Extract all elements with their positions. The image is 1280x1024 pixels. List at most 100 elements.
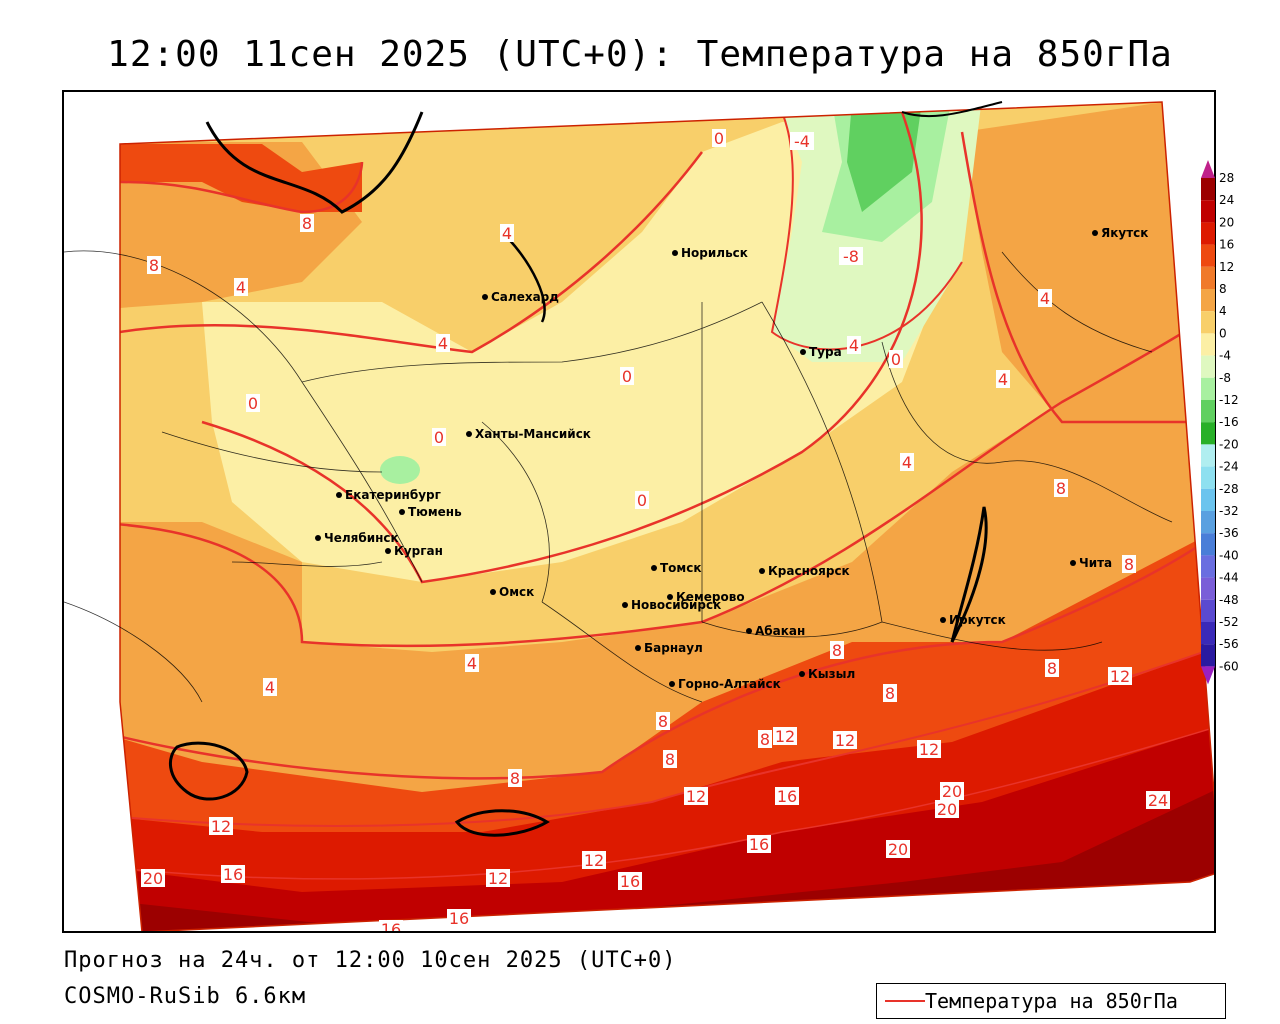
isoline-label-bg bbox=[582, 851, 606, 869]
city-dot bbox=[490, 589, 496, 595]
city-dot bbox=[399, 509, 405, 515]
colorbar-segment bbox=[1201, 222, 1215, 245]
city-dot bbox=[759, 568, 765, 574]
isoline-label: 20 bbox=[935, 800, 959, 819]
isoline-label-text: 8 bbox=[302, 214, 312, 233]
isoline-label-text: 4 bbox=[438, 334, 448, 353]
isoline-label: 16 bbox=[221, 865, 245, 884]
colorbar-tick-label: -8 bbox=[1219, 371, 1231, 385]
isoline-label: 24 bbox=[1146, 791, 1170, 810]
city-label: Кемерово bbox=[676, 590, 745, 604]
isoline-label: 12 bbox=[684, 787, 708, 806]
isoline-label-text: 4 bbox=[998, 370, 1008, 389]
model-name: COSMO-RuSib 6.6км bbox=[64, 984, 307, 1009]
colorbar-segment bbox=[1201, 311, 1215, 334]
city-dot bbox=[466, 431, 472, 437]
isoline-label-bg bbox=[883, 684, 897, 702]
isoline-label-bg bbox=[620, 367, 634, 385]
city-label: Красноярск bbox=[768, 564, 850, 578]
isoline-label: 12 bbox=[1108, 667, 1132, 686]
city-marker: Абакан bbox=[746, 624, 805, 638]
city-dot bbox=[672, 250, 678, 256]
isoline-label-bg bbox=[917, 740, 941, 758]
isoline-label: 4 bbox=[900, 453, 914, 472]
city-dot bbox=[635, 645, 641, 651]
isoline-label: 12 bbox=[773, 727, 797, 746]
isoline-label-text: 20 bbox=[942, 782, 962, 801]
isoline-label-text: 8 bbox=[149, 256, 159, 275]
isoline-label-bg bbox=[900, 453, 914, 471]
isoline-label-text: -8 bbox=[843, 247, 859, 266]
city-marker: Ханты-Мансийск bbox=[466, 427, 591, 441]
colorbar-bottom-arrow bbox=[1201, 666, 1215, 685]
isoline-label-bg bbox=[500, 224, 514, 242]
city-label: Тура bbox=[809, 345, 842, 359]
city-marker: Якутск bbox=[1092, 226, 1148, 240]
isoline-label-text: 16 bbox=[223, 865, 243, 884]
isoline-label-bg bbox=[300, 214, 314, 232]
isoline-label: 20 bbox=[141, 869, 165, 888]
isoline-label-text: 24 bbox=[1148, 791, 1168, 810]
isoline-label-text: 8 bbox=[665, 750, 675, 769]
isoline-label: 12 bbox=[486, 869, 510, 888]
isoline-label-bg bbox=[847, 336, 861, 354]
colorbar-tick-label: 0 bbox=[1219, 326, 1227, 340]
isoline-label: 4 bbox=[847, 336, 861, 355]
isoline-label: 16 bbox=[447, 909, 471, 928]
isoline-label-bg bbox=[1146, 791, 1170, 809]
city-marker: Иркутск bbox=[940, 613, 1006, 627]
isoline-label-text: 4 bbox=[236, 278, 246, 297]
colorbar-tick-label: -56 bbox=[1219, 637, 1239, 651]
city-dot bbox=[622, 602, 628, 608]
colorbar-tick-label: -4 bbox=[1219, 349, 1231, 363]
city-label: Чита bbox=[1079, 556, 1112, 570]
colorbar-segment bbox=[1201, 377, 1215, 400]
isoline-label: 4 bbox=[1038, 289, 1052, 308]
isoline-label-bg bbox=[486, 869, 510, 887]
colorbar-tick-label: -52 bbox=[1219, 615, 1239, 629]
city-marker: Горно-Алтайск bbox=[669, 677, 781, 691]
city-marker: Тура bbox=[800, 345, 842, 359]
isoline-label-text: 8 bbox=[1124, 555, 1134, 574]
isoline-label: 4 bbox=[436, 334, 450, 353]
colorbar-segment bbox=[1201, 644, 1215, 667]
isoline-label: 20 bbox=[940, 782, 964, 801]
colorbar-tick-label: -32 bbox=[1219, 504, 1239, 518]
isoline-label-bg bbox=[839, 247, 863, 265]
city-label: Ханты-Мансийск bbox=[475, 427, 591, 441]
isoline-label-text: 4 bbox=[849, 336, 859, 355]
isoline-label-text: 16 bbox=[381, 920, 401, 933]
isoline-label-bg bbox=[663, 750, 677, 768]
colorbar-segment bbox=[1201, 444, 1215, 467]
colorbar-segment bbox=[1201, 422, 1215, 445]
isoline-label-text: 8 bbox=[510, 769, 520, 788]
isoline-label: 8 bbox=[508, 769, 522, 788]
isoline-label: 8 bbox=[1054, 479, 1068, 498]
isoline-label: 16 bbox=[618, 872, 642, 891]
city-dot bbox=[940, 617, 946, 623]
map-title: 12:00 11сен 2025 (UTC+0): Температура на… bbox=[107, 34, 1173, 75]
colorbar-segment bbox=[1201, 355, 1215, 378]
city-dot bbox=[799, 671, 805, 677]
isoline-label-bg bbox=[508, 769, 522, 787]
temperature-field bbox=[120, 102, 1214, 931]
isoline-label: 0 bbox=[432, 428, 446, 447]
city-marker: Новосибирск bbox=[622, 598, 721, 612]
isoline-label-bg bbox=[656, 712, 670, 730]
colorbar-tick-label: 4 bbox=[1219, 304, 1227, 318]
isoline-label-text: 12 bbox=[686, 787, 706, 806]
isoline-label: 8 bbox=[147, 256, 161, 275]
colorbar-segment bbox=[1201, 178, 1215, 201]
temperature-map: 0 -4 -8 8 8 4 4 4 0 0 4 4 0 0 0 4 4 8 8 4 4 8 8 12 8 8 8 8 12 12 12 8 12… bbox=[64, 92, 1214, 933]
colorbar-segment bbox=[1201, 266, 1215, 289]
isoline-label-text: 0 bbox=[622, 367, 632, 386]
isoline-label: 12 bbox=[833, 731, 857, 750]
isoline-label-bg bbox=[1122, 555, 1136, 573]
isoline-label-bg bbox=[775, 787, 799, 805]
city-marker: Чита bbox=[1070, 556, 1112, 570]
colorbar-segment bbox=[1201, 400, 1215, 423]
isoline-label: 0 bbox=[246, 394, 260, 413]
colorbar-segment bbox=[1201, 244, 1215, 267]
city-marker: Томск bbox=[651, 561, 702, 575]
isoline-label-text: 4 bbox=[1040, 289, 1050, 308]
